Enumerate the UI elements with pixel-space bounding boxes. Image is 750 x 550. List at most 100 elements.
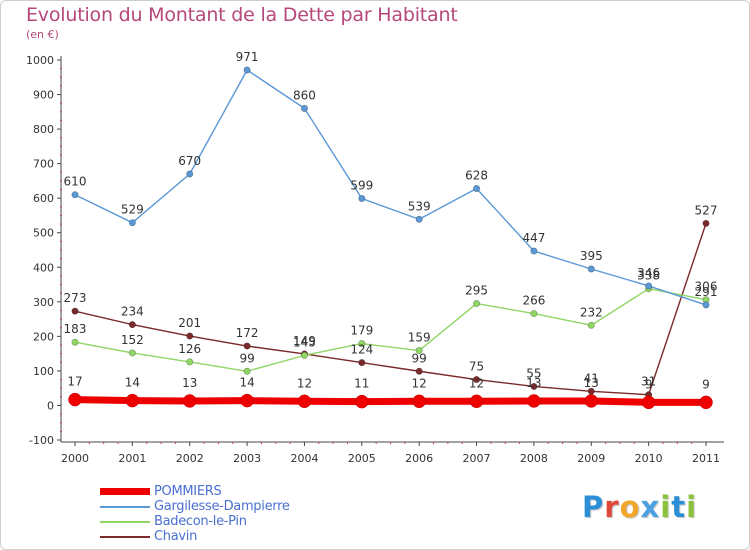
- data-point: [71, 191, 79, 199]
- data-label: 273: [64, 291, 87, 305]
- data-label: 13: [584, 376, 599, 390]
- series-points: [68, 66, 713, 410]
- data-label: 183: [64, 322, 87, 336]
- data-label: 14: [239, 376, 254, 390]
- brand-letter: t: [671, 490, 687, 524]
- y-tick-label: 400: [33, 261, 54, 274]
- data-point: [415, 215, 423, 223]
- line-chart: -100 0 100 200 300 400 500 600 700 800 900 1000 2000…: [26, 50, 724, 465]
- data-point: [186, 170, 194, 178]
- data-label: 539: [408, 199, 431, 213]
- data-point: [584, 394, 599, 408]
- data-label: 11: [354, 377, 369, 391]
- data-point: [128, 349, 136, 357]
- y-tick-label: 900: [33, 89, 54, 102]
- data-point: [300, 351, 308, 359]
- brand-letter: x: [640, 490, 661, 524]
- x-tick-label: 2004: [290, 452, 318, 465]
- data-label: 295: [465, 284, 488, 298]
- brand-letter: r: [604, 490, 620, 524]
- data-label: 447: [522, 231, 545, 245]
- x-tick-label: 2008: [520, 452, 548, 465]
- data-label: 99: [412, 351, 427, 365]
- data-point: [702, 301, 710, 309]
- data-label: 971: [236, 50, 259, 64]
- legend-label: POMMIERS: [154, 484, 222, 499]
- data-point: [358, 195, 366, 203]
- data-label: 610: [64, 175, 87, 189]
- data-label: 338: [637, 269, 660, 283]
- data-point: [473, 300, 481, 308]
- data-label: 13: [526, 376, 541, 390]
- legend-swatch: [100, 536, 150, 538]
- data-label: 12: [412, 376, 427, 390]
- data-point: [240, 393, 254, 408]
- data-label: 234: [121, 305, 144, 319]
- data-point: [358, 359, 366, 367]
- data-point: [71, 307, 79, 315]
- legend-swatch: [100, 521, 150, 523]
- data-point: [358, 340, 366, 348]
- data-label: 232: [580, 305, 603, 319]
- data-point: [469, 394, 484, 409]
- series-line-pommiers: [71, 396, 710, 406]
- legend-swatch: [100, 506, 150, 508]
- data-point: [587, 265, 595, 273]
- data-point: [297, 394, 312, 409]
- brand-logo: Proxiti: [582, 490, 697, 524]
- data-point: [186, 358, 194, 366]
- legend-item: Badecon-le-Pin: [100, 514, 400, 529]
- data-point: [68, 392, 82, 407]
- data-label: 12: [297, 376, 312, 390]
- legend-label: Chavin: [154, 529, 198, 544]
- data-point: [530, 382, 538, 390]
- data-label: 599: [350, 179, 373, 193]
- series-line-gargilesse-dampierre: [74, 69, 707, 306]
- data-label: 149: [293, 334, 316, 348]
- y-tick-label: 800: [33, 123, 54, 136]
- data-label: 670: [178, 154, 201, 168]
- data-label: 527: [695, 203, 718, 217]
- data-point: [415, 367, 423, 375]
- data-point: [641, 395, 656, 410]
- data-label: 126: [178, 342, 201, 356]
- brand-letter: i: [686, 490, 698, 524]
- data-label: 9: [645, 377, 653, 391]
- data-point: [530, 310, 538, 318]
- data-label: 628: [465, 169, 488, 183]
- x-tick-label: 2003: [233, 452, 261, 465]
- data-label: 14: [125, 376, 140, 390]
- data-label: 55: [526, 366, 541, 380]
- data-label: 41: [584, 371, 599, 385]
- y-tick-label: 100: [33, 365, 54, 378]
- x-tick-label: 2011: [692, 452, 720, 465]
- data-label: 99: [239, 351, 254, 365]
- brand-letter: P: [582, 490, 605, 524]
- data-label: 12: [469, 376, 484, 390]
- x-tick-label: 2006: [405, 452, 433, 465]
- data-label: 395: [580, 249, 603, 263]
- x-tick-label: 2005: [348, 452, 376, 465]
- data-point: [530, 247, 538, 255]
- data-label: 306: [695, 280, 718, 294]
- data-label: 201: [178, 316, 201, 330]
- y-tick-label: 200: [33, 330, 54, 343]
- y-tick-label: 700: [33, 158, 54, 171]
- legend-item: Chavin: [100, 529, 400, 544]
- data-label: 266: [522, 294, 545, 308]
- x-tick-label: 2001: [118, 452, 146, 465]
- data-label: 124: [350, 343, 373, 357]
- x-tick-label: 2010: [635, 452, 663, 465]
- data-point: [125, 393, 140, 408]
- data-label: 75: [469, 360, 484, 374]
- chart-subtitle: (en €): [26, 28, 59, 41]
- y-tick-label: 0: [47, 399, 54, 412]
- y-tick-label: 500: [33, 227, 54, 240]
- x-tick-label: 2007: [463, 452, 491, 465]
- series-line-badecon-le-pin: [74, 287, 707, 372]
- data-label: 13: [182, 376, 197, 390]
- data-label: 9: [702, 377, 710, 391]
- legend-label: Badecon-le-Pin: [154, 514, 247, 529]
